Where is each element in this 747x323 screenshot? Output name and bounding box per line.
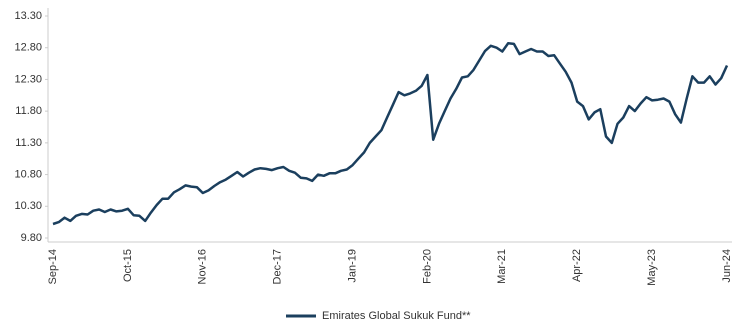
x-tick-label: Mar-21 bbox=[496, 249, 508, 284]
y-tick-label: 10.30 bbox=[14, 200, 42, 212]
x-tick-label: Dec-17 bbox=[272, 249, 284, 284]
x-tick-label: Apr-22 bbox=[571, 249, 583, 282]
x-tick-label: Jun-24 bbox=[721, 249, 733, 283]
y-tick-label: 9.80 bbox=[21, 232, 42, 244]
y-tick-label: 10.80 bbox=[14, 168, 42, 180]
series-line bbox=[52, 42, 729, 226]
y-tick-label: 11.30 bbox=[15, 137, 42, 149]
y-tick-label: 13.30 bbox=[14, 10, 42, 22]
x-tick-label: Oct-15 bbox=[122, 249, 134, 282]
x-tick-label: Sep-14 bbox=[47, 249, 59, 284]
x-tick-label: May-23 bbox=[646, 249, 658, 286]
y-tick-label: 12.30 bbox=[14, 73, 42, 85]
legend-label: Emirates Global Sukuk Fund** bbox=[322, 310, 471, 322]
y-tick-label: 11.80 bbox=[15, 105, 42, 117]
y-tick-label: 12.80 bbox=[14, 42, 42, 54]
x-tick-label: Feb-20 bbox=[421, 249, 433, 284]
x-tick-label: Nov-16 bbox=[197, 249, 209, 284]
x-tick-label: Jan-19 bbox=[346, 249, 358, 283]
